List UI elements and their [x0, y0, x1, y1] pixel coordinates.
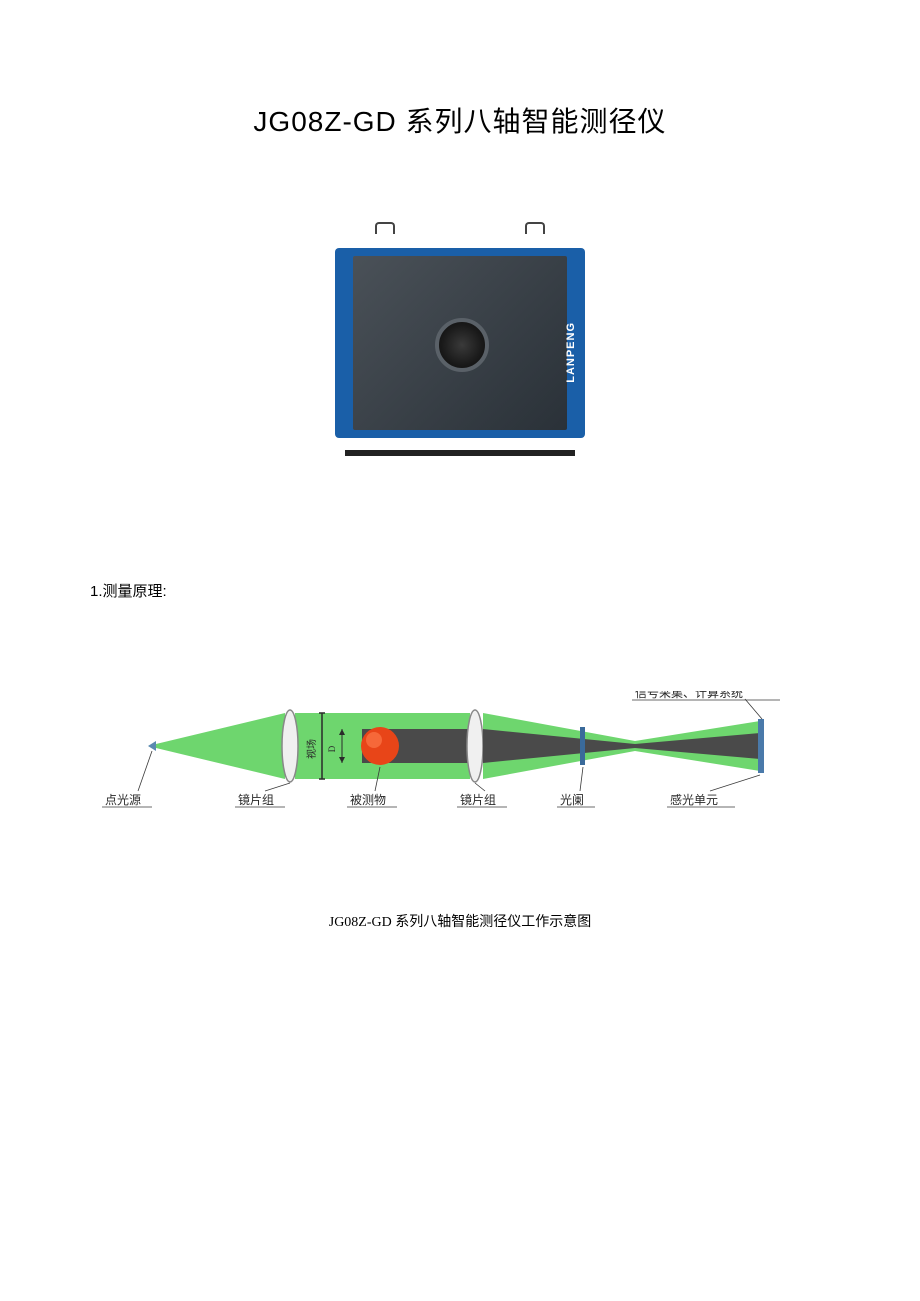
- object-sphere: [361, 727, 399, 765]
- leader-sensor: [710, 775, 760, 791]
- device-aperture: [435, 318, 489, 372]
- fov-label: 视场: [305, 739, 318, 759]
- sensor: [758, 719, 764, 773]
- label-sensor: 感光单元: [670, 792, 718, 807]
- d-label: D: [327, 745, 337, 752]
- document-title: JG08Z-GD 系列八轴智能测径仪: [90, 100, 830, 140]
- device-base: [345, 450, 575, 456]
- diagram-caption: JG08Z-GD 系列八轴智能测径仪工作示意图: [90, 911, 830, 931]
- device-bracket-left: [375, 222, 395, 234]
- label-object: 被测物: [350, 793, 386, 807]
- leader-signal: [745, 699, 762, 719]
- label-light-source: 点光源: [105, 793, 141, 807]
- label-signal: 信号采集、计算系统: [635, 691, 743, 700]
- principle-diagram: 视场 D: [90, 691, 830, 831]
- label-aperture: 光阑: [560, 792, 584, 807]
- leader-lens1: [265, 783, 290, 791]
- object-highlight: [366, 732, 382, 748]
- section-1-heading: 1.测量原理:: [90, 580, 830, 601]
- light-cone-1: [156, 713, 285, 779]
- product-photo: LANPENG: [325, 230, 595, 450]
- section-number: 1.: [90, 583, 103, 600]
- lens-2: [467, 710, 483, 782]
- diagram-svg: 视场 D: [90, 691, 830, 831]
- label-lens2: 镜片组: [460, 792, 496, 807]
- label-lens1: 镜片组: [238, 792, 274, 807]
- device-face: LANPENG: [353, 256, 567, 430]
- aperture: [580, 727, 585, 765]
- brand-label: LANPENG: [565, 322, 577, 383]
- leader-lens2: [475, 783, 485, 791]
- device-body: LANPENG: [335, 248, 585, 438]
- device-bracket-right: [525, 222, 545, 234]
- lens-1: [282, 710, 298, 782]
- section-heading-text: 测量原理:: [103, 583, 167, 600]
- leader-aperture: [580, 767, 583, 791]
- leader-source: [138, 751, 152, 791]
- light-source-icon: [148, 741, 156, 751]
